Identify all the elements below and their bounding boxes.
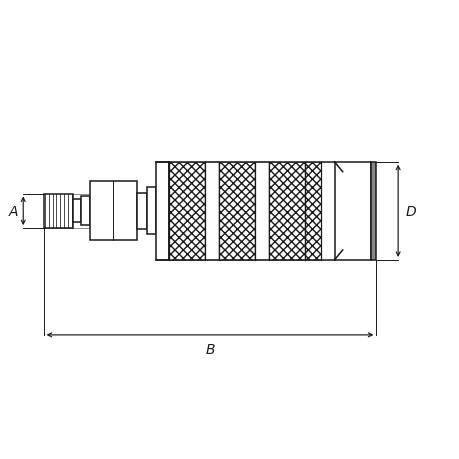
Bar: [205, 162, 218, 260]
Bar: [73, 200, 81, 223]
Bar: [268, 162, 304, 260]
Bar: [334, 162, 370, 260]
Bar: [168, 162, 205, 260]
Text: B: B: [205, 342, 214, 356]
Bar: [218, 162, 254, 260]
Bar: [90, 182, 136, 241]
Bar: [44, 194, 73, 229]
Bar: [147, 188, 156, 235]
Text: D: D: [405, 204, 415, 218]
Bar: [254, 162, 268, 260]
Bar: [156, 162, 168, 260]
Bar: [370, 162, 375, 260]
Bar: [136, 193, 147, 230]
Text: A: A: [8, 204, 18, 218]
Bar: [304, 162, 320, 260]
Bar: [81, 197, 90, 226]
